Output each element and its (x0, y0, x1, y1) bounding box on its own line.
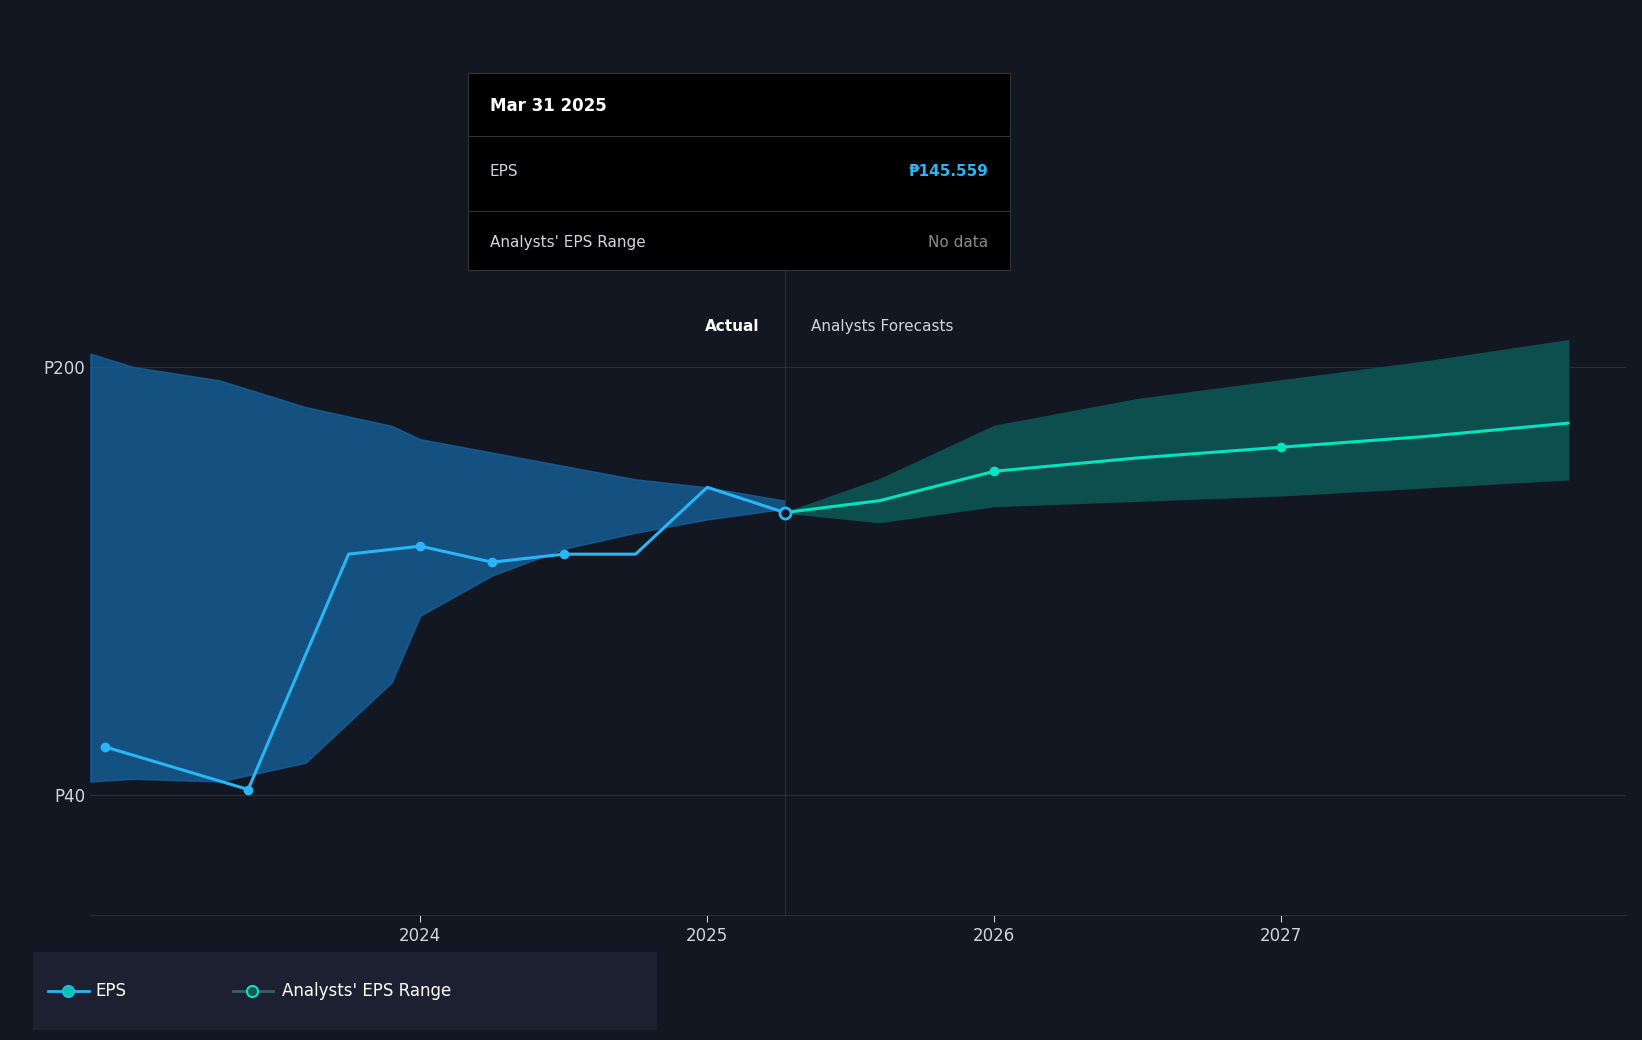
Text: ₱145.559: ₱145.559 (908, 164, 988, 179)
Text: EPS: EPS (489, 164, 519, 179)
Text: Mar 31 2025: Mar 31 2025 (489, 97, 606, 114)
Text: Actual: Actual (704, 319, 759, 334)
Text: EPS: EPS (95, 982, 126, 999)
Text: Analysts' EPS Range: Analysts' EPS Range (282, 982, 452, 999)
Text: Analysts Forecasts: Analysts Forecasts (811, 319, 952, 334)
Text: No data: No data (928, 235, 988, 251)
Text: Analysts' EPS Range: Analysts' EPS Range (489, 235, 645, 251)
